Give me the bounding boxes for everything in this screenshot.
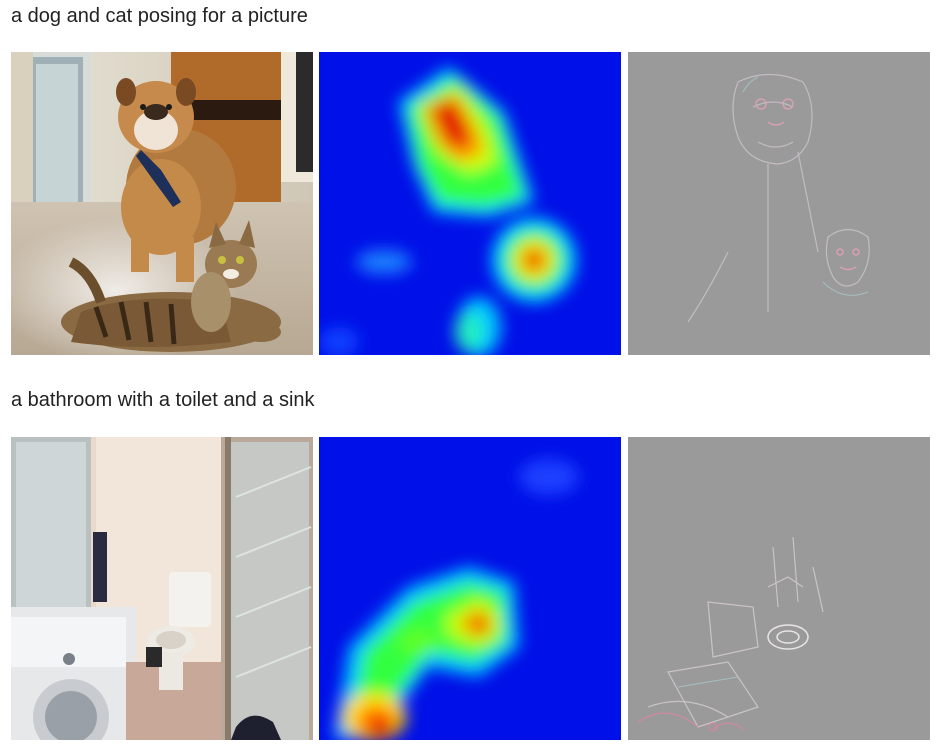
gradient-map-bathroom-image <box>628 437 930 740</box>
gradient-map-bathroom <box>628 437 930 740</box>
heatmap-dog-cat-image <box>319 52 621 355</box>
example-caption-dog-cat: a dog and cat posing for a picture <box>11 5 308 27</box>
gradient-map-dog-cat-image <box>628 52 930 355</box>
photo-dog-cat-image <box>11 52 313 355</box>
heatmap-bathroom <box>319 437 621 740</box>
example-row-dog-cat <box>11 52 930 355</box>
photo-dog-cat <box>11 52 313 355</box>
photo-bathroom-image <box>11 437 313 740</box>
gradient-map-dog-cat <box>628 52 930 355</box>
heatmap-bathroom-image <box>319 437 621 740</box>
photo-bathroom <box>11 437 313 740</box>
example-row-bathroom <box>11 437 930 740</box>
example-caption-bathroom: a bathroom with a toilet and a sink <box>11 389 315 411</box>
heatmap-dog-cat <box>319 52 621 355</box>
